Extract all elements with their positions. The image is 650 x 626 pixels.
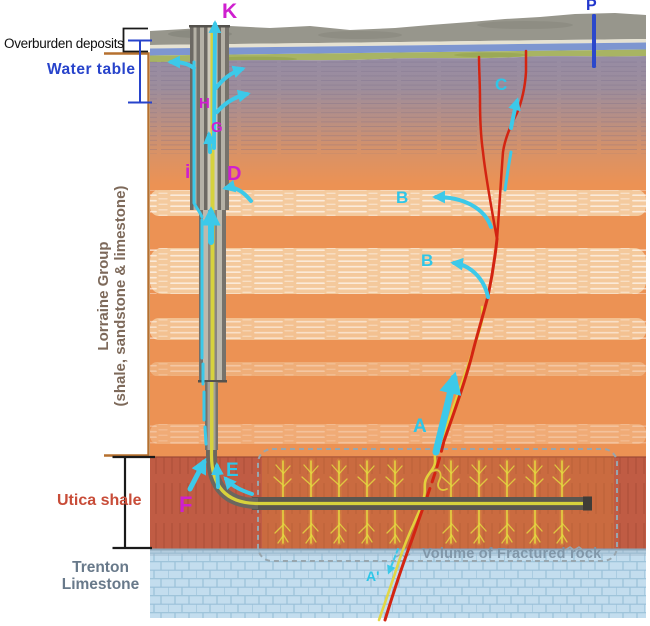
leak-arrow-left: [167, 55, 196, 70]
subsoil-pale-layer: [150, 39, 646, 49]
production-tubing: [209, 385, 584, 506]
leak-arrow-right-1: [214, 65, 246, 90]
lorraine-streaks: [150, 190, 646, 444]
heel-arrow-small: [211, 462, 224, 489]
leak-arrow-right-2: [215, 89, 251, 114]
arrow-d-hook: [222, 179, 253, 203]
utica-bracket: [112, 455, 155, 550]
arrow-e-curve: [223, 476, 254, 496]
flow-arrows: [167, 20, 521, 575]
arrow-b-upper: [432, 190, 493, 229]
arrow-a-prime: [387, 548, 399, 575]
lower-pipe: [205, 382, 218, 450]
section-left-border: [104, 52, 150, 457]
fault-flow-line: [503, 150, 513, 192]
arrow-c: [508, 97, 521, 130]
heel-arrow-big: [187, 457, 207, 492]
water-well-p-line: [592, 14, 596, 68]
arrow-g: [203, 131, 216, 154]
fault-line: [383, 49, 528, 622]
aquifer-blue-layer: [150, 42, 646, 56]
gas-leak-arrow-k: [208, 20, 222, 150]
arrow-b-lower: [450, 257, 490, 299]
overburden-bracket: [122, 27, 148, 53]
arrow-a-fault-up: [432, 371, 462, 456]
water-table-bracket: [128, 39, 152, 104]
terrain-layer: [150, 13, 646, 45]
